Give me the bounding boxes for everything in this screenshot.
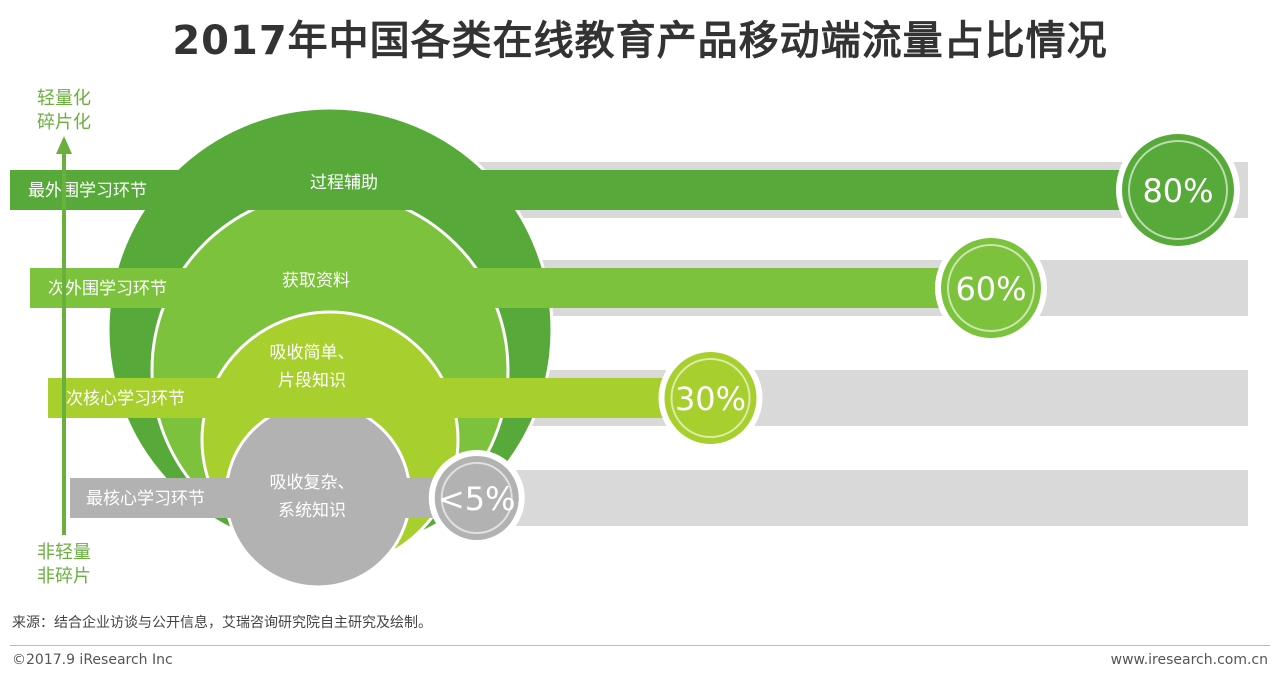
bar-1 [10, 170, 1178, 210]
axis-top-label-1: 轻量化 [37, 88, 91, 109]
axis-top-label-2: 碎片化 [37, 112, 91, 133]
bubble-ring-2 [947, 244, 1035, 332]
bubble-ring-3 [670, 358, 751, 438]
axis-arrow-icon [56, 136, 72, 154]
circle-label-2-1: 获取资料 [282, 271, 350, 291]
circle-label-3-1: 吸收简单、 [270, 343, 355, 363]
chart-canvas: 最外围学习环节 80% 次外围学习环节 60% 次核心学习环节 30% 最核心学习环节 <5%… [10, 88, 1248, 589]
bar-4 [70, 478, 477, 518]
copyright-text: ©2017.9 iResearch Inc [12, 652, 173, 668]
circle-label-3-2: 片段知识 [278, 371, 346, 391]
source-note: 来源：结合企业访谈与公开信息，艾瑞咨询研究院自主研究及绘制。 [12, 615, 432, 631]
bubble-ring-4 [440, 462, 513, 534]
bubble-1 [1122, 134, 1234, 246]
chart-title: 2017年中国各类在线教育产品移动端流量占比情况 [172, 18, 1108, 64]
circle-label-4-1: 吸收复杂、 [270, 473, 355, 493]
website-link[interactable]: www.iresearch.com.cn [1110, 652, 1268, 668]
category-label-1: 最外围学习环节 [28, 181, 147, 201]
value-label-2: 60% [955, 270, 1026, 308]
category-label-3: 次核心学习环节 [66, 389, 185, 409]
value-label-1: 80% [1142, 172, 1213, 210]
bubble-3 [664, 352, 757, 444]
circle-label-1-1: 过程辅助 [310, 173, 378, 193]
bubble-4 [434, 456, 519, 540]
bar-2 [30, 268, 991, 308]
bubble-2 [941, 238, 1041, 338]
bar-3 [48, 378, 711, 418]
track-4 [430, 470, 1248, 526]
circle-label-4-2: 系统知识 [278, 501, 346, 521]
category-label-2: 次外围学习环节 [48, 279, 167, 299]
value-label-4: <5% [438, 480, 516, 518]
category-label-4: 最核心学习环节 [86, 489, 205, 509]
axis-bottom-label-1: 非轻量 [37, 542, 91, 563]
bubble-ring-1 [1128, 140, 1228, 240]
footer-divider [10, 645, 1270, 646]
value-label-3: 30% [675, 380, 746, 418]
axis-bottom-label-2: 非碎片 [37, 566, 91, 587]
